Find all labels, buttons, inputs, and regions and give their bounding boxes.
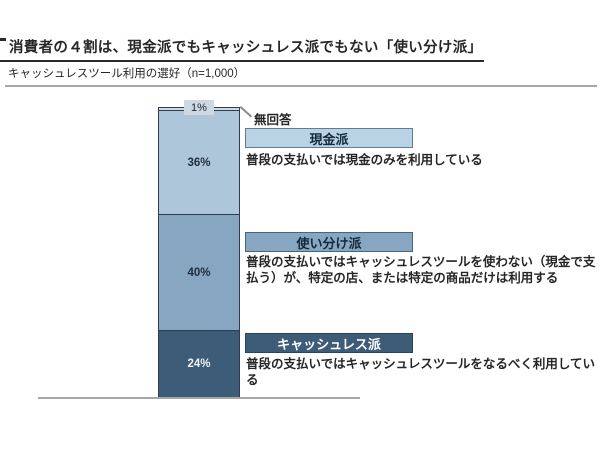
bar-value-cashless: 24% xyxy=(187,358,211,370)
category-description-cash: 普段の支払いでは現金のみを利用している xyxy=(246,153,483,167)
bar-value-cash: 36% xyxy=(187,156,211,169)
x-axis-line xyxy=(38,397,360,399)
no-answer-callout-line xyxy=(239,106,253,118)
category-box-cash: 現金派 xyxy=(245,128,413,148)
category-box-split: 使い分け派 xyxy=(245,232,413,252)
bar-segment-cash: 36% xyxy=(158,110,240,215)
page-title: 消費者の４割は、現金派でもキャッシュレス派でもない「使い分け派」 xyxy=(0,36,485,62)
category-description-cashless: 普段の支払いではキャッシュレスツールをなるべく利用している xyxy=(246,357,596,387)
bar-segment-cashless: 24% xyxy=(158,330,240,398)
bar-segment-split: 40% xyxy=(158,214,240,331)
header-divider xyxy=(5,85,597,87)
chart-title: キャッシュレスツール利用の選好（n=1,000） xyxy=(8,68,246,80)
category-box-cashless: キャッシュレス派 xyxy=(245,333,413,353)
bar-value-split: 40% xyxy=(187,266,211,279)
category-description-split: 普段の支払いではキャッシュレスツールを使わない（現金で支払う）が、特定の店、また… xyxy=(246,255,596,285)
title-cropped-fragment xyxy=(0,38,6,41)
bar-value-no-answer: 1% xyxy=(184,100,214,115)
no-answer-label: 無回答 xyxy=(254,113,292,127)
